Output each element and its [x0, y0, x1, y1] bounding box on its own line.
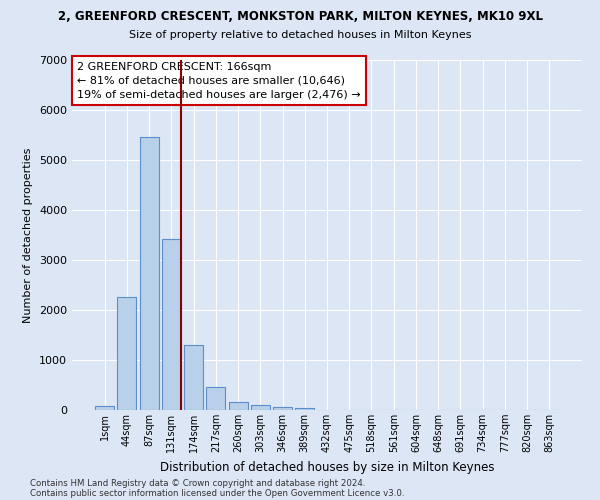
Bar [273, 407, 292, 410]
Text: Contains public sector information licensed under the Open Government Licence v3: Contains public sector information licen… [30, 488, 404, 498]
Text: 2 GREENFORD CRESCENT: 166sqm
← 81% of detached houses are smaller (10,646)
19% o: 2 GREENFORD CRESCENT: 166sqm ← 81% of de… [77, 62, 361, 100]
Bar [295, 408, 314, 410]
Text: 2, GREENFORD CRESCENT, MONKSTON PARK, MILTON KEYNES, MK10 9XL: 2, GREENFORD CRESCENT, MONKSTON PARK, MI… [58, 10, 542, 23]
Bar [140, 136, 158, 410]
Bar [162, 238, 181, 410]
Bar [229, 402, 248, 410]
Text: Contains HM Land Registry data © Crown copyright and database right 2024.: Contains HM Land Registry data © Crown c… [30, 478, 365, 488]
Bar [95, 406, 114, 410]
X-axis label: Distribution of detached houses by size in Milton Keynes: Distribution of detached houses by size … [160, 460, 494, 473]
Bar [118, 296, 136, 410]
Text: Size of property relative to detached houses in Milton Keynes: Size of property relative to detached ho… [129, 30, 471, 40]
Y-axis label: Number of detached properties: Number of detached properties [23, 148, 34, 322]
Bar [251, 405, 270, 410]
Bar [206, 387, 225, 410]
Bar [184, 344, 203, 410]
